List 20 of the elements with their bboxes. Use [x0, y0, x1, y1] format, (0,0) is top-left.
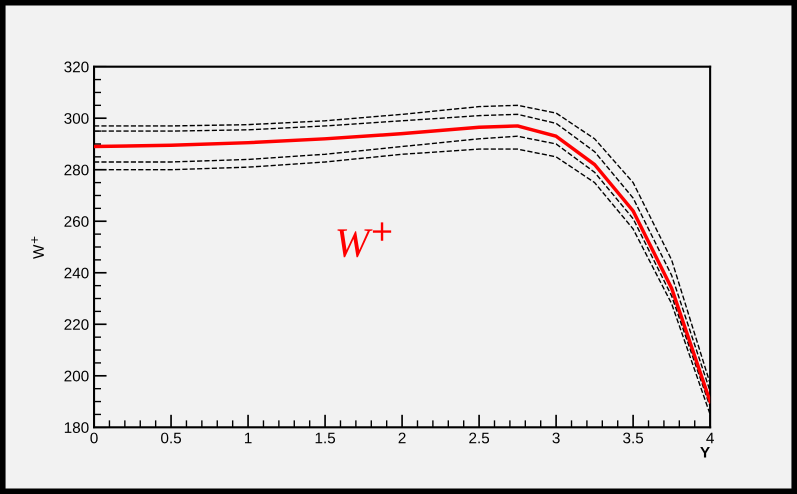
y-axis-title: W$^{+}$ [31, 236, 44, 259]
y-tick-label: 260 [64, 216, 89, 227]
x-tick-label: 2.5 [469, 432, 490, 444]
x-tick-label: 0 [90, 432, 98, 444]
y-tick-label: 200 [64, 370, 89, 382]
x-tick-label: 1 [244, 432, 252, 444]
x-axis-title: Y [700, 446, 710, 458]
y-tick-label: 220 [64, 319, 89, 330]
x-tick-label: 3.5 [623, 432, 644, 444]
annotation: W$^{+}$ [337, 222, 392, 258]
y-tick-label: 320 [64, 62, 89, 72]
x-tick-label: 4 [706, 432, 714, 444]
y-tick-label: 300 [64, 113, 89, 124]
x-tick-label: 0.5 [161, 432, 182, 444]
y-tick-label: 280 [64, 164, 89, 176]
y-tick-label: 240 [64, 268, 89, 278]
y-tick-label: 180 [64, 422, 89, 433]
x-tick-label: 1.5 [316, 432, 336, 444]
x-tick-label: 3 [552, 432, 560, 444]
x-tick-label: 2 [398, 432, 406, 444]
